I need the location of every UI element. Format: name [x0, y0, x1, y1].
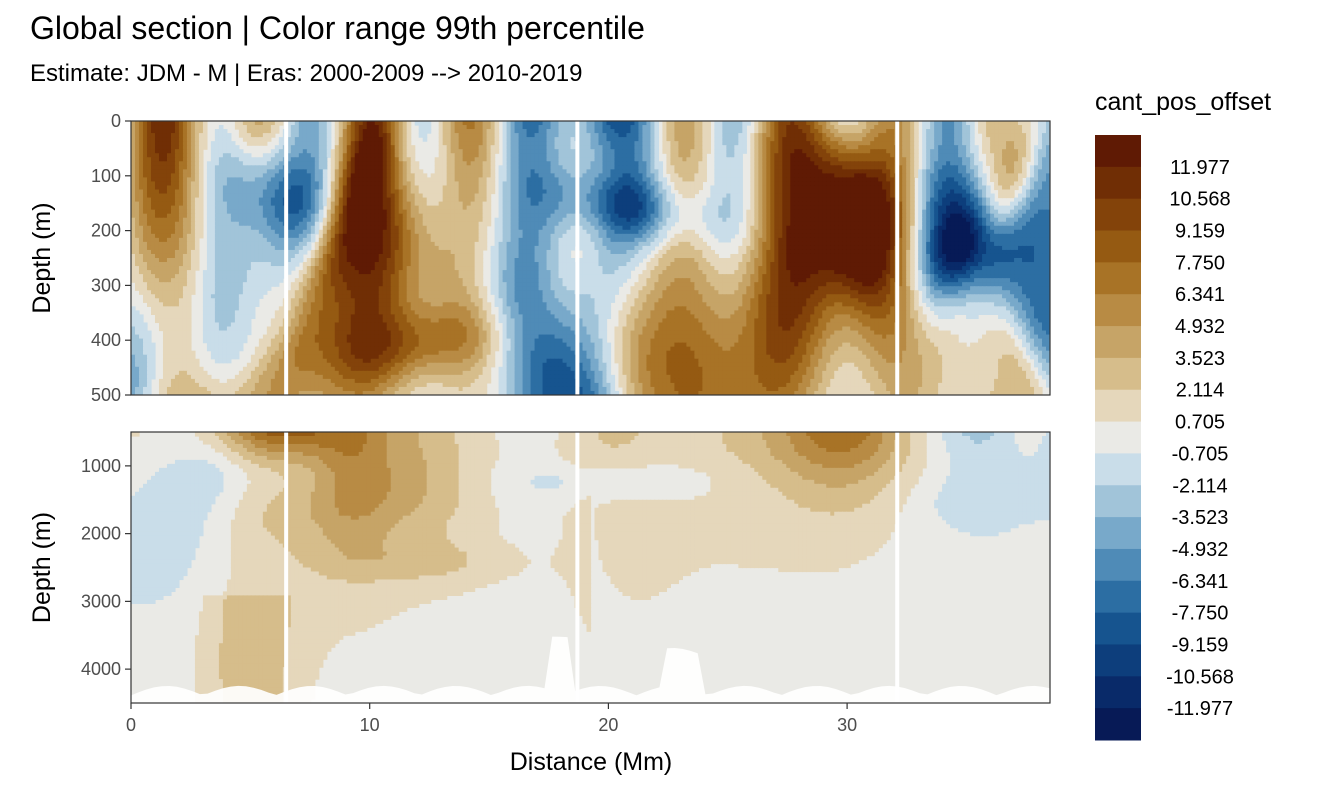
- legend-label: 6.341: [1175, 284, 1225, 306]
- legend-swatch: [1095, 421, 1141, 454]
- y-tick-label: 200: [91, 221, 121, 241]
- legend-swatch: [1095, 453, 1141, 486]
- legend-swatch: [1095, 166, 1141, 200]
- legend-label: -3.523: [1172, 507, 1229, 529]
- legend-swatch: [1095, 198, 1141, 232]
- legend-label: -6.341: [1172, 571, 1229, 593]
- legend-swatch: [1095, 357, 1141, 391]
- legend-label: -4.932: [1172, 539, 1229, 561]
- legend-label: 2.114: [1176, 380, 1225, 402]
- legend-swatch: [1095, 580, 1141, 614]
- legend-swatch: [1095, 135, 1141, 168]
- x-tick-label: 20: [598, 715, 618, 735]
- panel-2: 1000 2000 3000 4000 Depth (m): [28, 431, 1051, 704]
- legend-swatch: [1095, 676, 1141, 709]
- x-tick-label: 30: [837, 715, 857, 735]
- panel-1-frame: [130, 120, 1051, 396]
- legend-swatch: [1095, 612, 1141, 645]
- y-tick-label: 100: [91, 166, 121, 186]
- y-axis-title: Depth (m): [28, 512, 56, 623]
- y-tick-label: 500: [91, 385, 121, 405]
- legend-label: 3.523: [1175, 348, 1225, 370]
- legend-label: -10.568: [1166, 666, 1234, 688]
- legend-label: -2.114: [1172, 475, 1227, 497]
- y-tick-label: 1000: [81, 456, 121, 476]
- y-tick-label: 400: [91, 330, 121, 350]
- legend-label: 0.705: [1175, 412, 1225, 434]
- panel-2-frame: [130, 431, 1051, 704]
- chart-subtitle: Estimate: JDM - M | Eras: 2000-2009 --> …: [30, 60, 582, 88]
- panel-1-field: [131, 121, 1050, 395]
- y-tick-label: 4000: [81, 659, 121, 679]
- legend-swatch: [1095, 262, 1141, 295]
- legend-label: -0.705: [1172, 443, 1229, 465]
- x-axis-title: Distance (Mm): [510, 748, 673, 776]
- legend-label: 9.159: [1175, 221, 1225, 243]
- legend-swatch: [1095, 644, 1141, 677]
- legend-label: -7.750: [1172, 603, 1229, 625]
- legend-label: 10.568: [1169, 189, 1230, 211]
- legend-label: -9.159: [1172, 634, 1229, 656]
- y-tick-label: 3000: [81, 591, 121, 611]
- legend-swatch: [1095, 548, 1141, 582]
- panel-2-field: [131, 432, 1050, 703]
- y-tick-label: 300: [91, 275, 121, 295]
- y-axis-title: Depth (m): [28, 202, 56, 313]
- y-tick-label: 0: [111, 111, 121, 131]
- legend-swatch: [1095, 326, 1141, 359]
- x-tick-label: 0: [126, 715, 136, 735]
- legend-label: 11.977: [1170, 157, 1230, 179]
- legend-swatch: [1095, 485, 1141, 518]
- legend-swatch: [1095, 294, 1141, 327]
- x-tick-label: 10: [360, 715, 380, 735]
- legend-swatch: [1095, 230, 1141, 263]
- legend-label: 7.750: [1175, 252, 1225, 274]
- chart-title: Global section | Color range 99th percen…: [30, 10, 645, 47]
- y-tick-label: 2000: [81, 524, 121, 544]
- panel-1: 0 100 200 300 400 500 Depth (m): [28, 111, 1051, 405]
- legend-swatch: [1095, 517, 1141, 550]
- legend-title: cant_pos_offset: [1095, 88, 1271, 116]
- legend-label: 4.932: [1175, 316, 1225, 338]
- legend-swatch: [1095, 708, 1141, 741]
- legend-label: -11.977: [1167, 698, 1233, 720]
- legend-swatch: [1095, 389, 1141, 423]
